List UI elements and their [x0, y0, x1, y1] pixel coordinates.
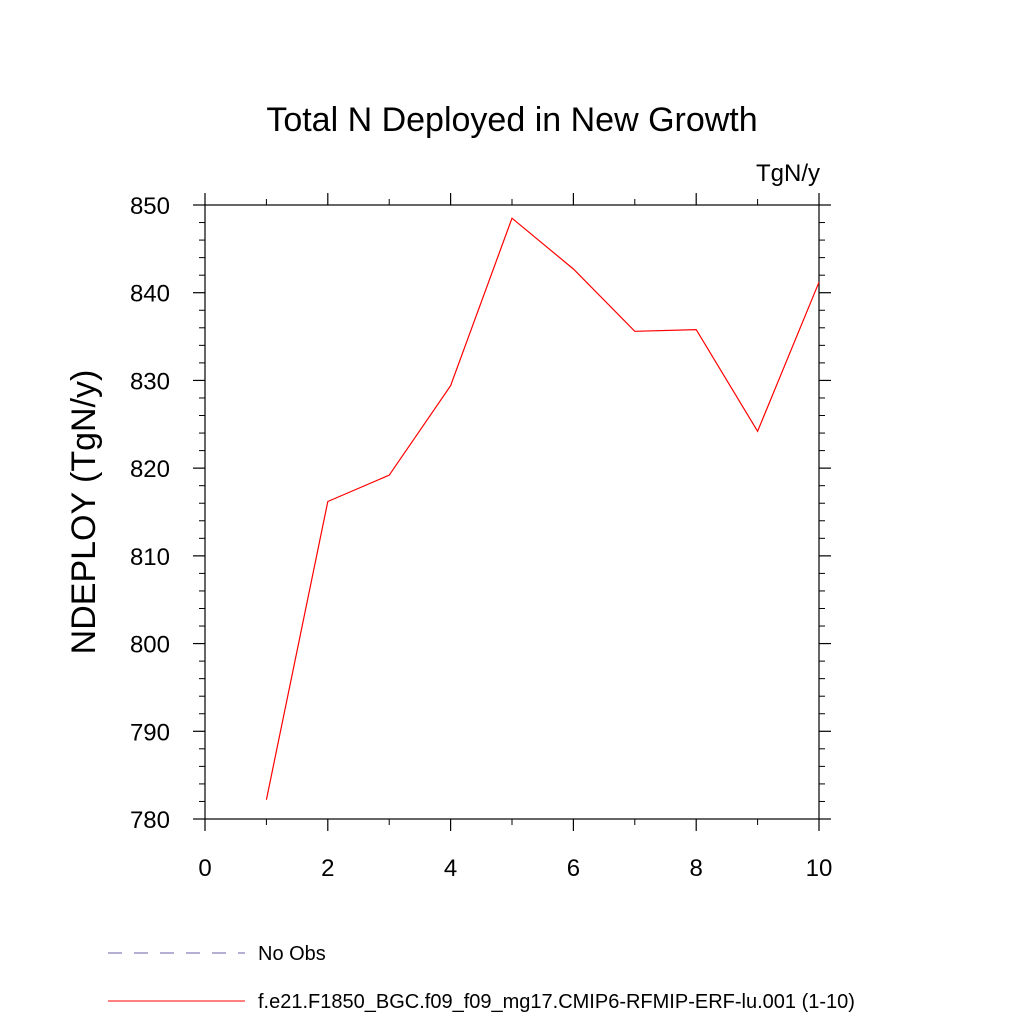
x-tick-label: 8 — [690, 855, 703, 882]
series-line-0 — [265, 217, 820, 800]
y-tick-label: 810 — [130, 544, 170, 571]
legend-label-0: f.e21.F1850_BGC.f09_f09_mg17.CMIP6-RFMIP… — [258, 991, 855, 1013]
plot-frame — [204, 204, 820, 820]
x-tick-label: 10 — [806, 855, 833, 882]
chart-title: Total N Deployed in New Growth — [266, 101, 757, 139]
legend-label-1: No Obs — [258, 943, 326, 965]
x-tick-label: 6 — [567, 855, 580, 882]
y-tick-label: 840 — [130, 281, 170, 308]
y-tick-label: 780 — [130, 807, 170, 834]
y-tick-label: 820 — [130, 456, 170, 483]
x-tick-label: 2 — [321, 855, 334, 882]
y-tick-label: 850 — [130, 193, 170, 220]
axis-ticks — [193, 193, 831, 831]
y-axis-label: NDEPLOY (TgN/y) — [65, 370, 103, 655]
y-tick-label: 830 — [130, 368, 170, 395]
x-tick-label: 0 — [198, 855, 211, 882]
units-label: TgN/y — [756, 160, 820, 187]
legend: No Obs f.e21.F1850_BGC.f09_f09_mg17.CMIP6… — [108, 943, 855, 1013]
series-layer — [265, 217, 820, 800]
y-tick-label: 800 — [130, 632, 170, 659]
x-tick-label: 4 — [444, 855, 457, 882]
y-tick-label: 790 — [130, 719, 170, 746]
